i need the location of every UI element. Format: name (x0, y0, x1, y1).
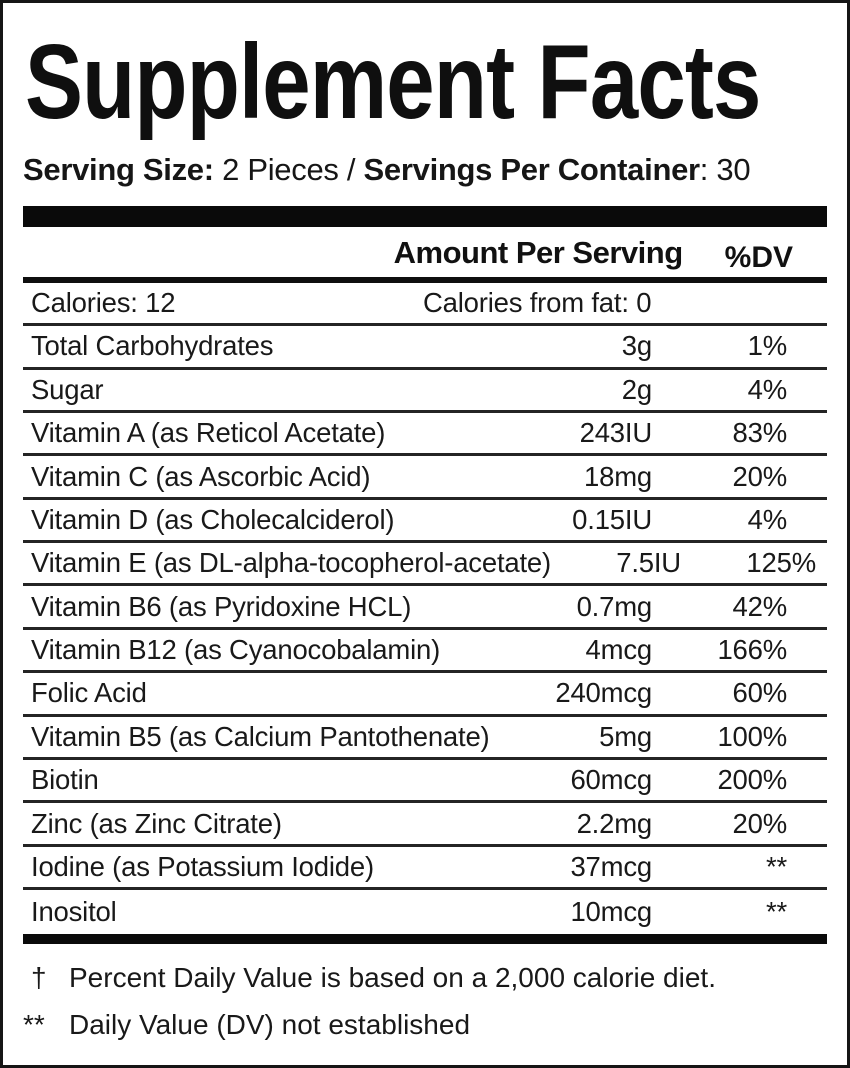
nutrient-name: Iodine (as Potassium Iodide) (31, 851, 374, 883)
table-row: Inositol 10mcg ** (23, 890, 827, 933)
nutrient-amount: 4mcg (585, 634, 653, 666)
table-row: Biotin 60mcg 200% (23, 760, 827, 804)
table-row: Vitamin A (as Reticol Acetate) 243IU 83% (23, 413, 827, 457)
nutrient-amount: 7.5IU (616, 547, 681, 579)
nutrient-amount: 0.7mg (576, 590, 653, 622)
nutrient-name: Vitamin E (as DL-alpha-tocopherol-acetat… (31, 547, 551, 579)
table-row: Vitamin C (as Ascorbic Acid) 18mg 20% (23, 456, 827, 500)
thick-divider-bar-bottom (23, 933, 827, 944)
calories-from-fat-value: Calories from fat: 0 (423, 286, 652, 318)
table-row: Iodine (as Potassium Iodide) 37mcg ** (23, 847, 827, 891)
table-row: Vitamin D (as Cholecalciderol) 0.15IU 4% (23, 500, 827, 544)
table-row: Folic Acid 240mcg 60% (23, 673, 827, 717)
table-row: Vitamin E (as DL-alpha-tocopherol-acetat… (23, 543, 827, 587)
nutrient-dv: ** (765, 895, 787, 927)
footnote-daily-value: † Percent Daily Value is based on a 2,00… (23, 960, 827, 995)
nutrient-name: Vitamin D (as Cholecalciderol) (31, 503, 395, 535)
medium-divider-bar (23, 276, 827, 283)
double-asterisk-symbol: ** (23, 1008, 45, 1040)
table-header-row: Amount Per Serving %DV (23, 227, 827, 277)
nutrient-amount: 240mcg (555, 677, 652, 709)
table-row: Total Carbohydrates 3g 1% (23, 326, 827, 370)
nutrient-amount: 5mg (599, 720, 652, 752)
nutrient-name: Vitamin B6 (as Pyridoxine HCL) (31, 590, 412, 622)
nutrient-amount: 18mg (584, 460, 652, 492)
nutrient-name: Vitamin B12 (as Cyanocobalamin) (31, 634, 441, 666)
table-row: Vitamin B12 (as Cyanocobalamin) 4mcg 166… (23, 630, 827, 674)
thick-divider-bar-top (23, 205, 827, 227)
nutrient-name: Sugar (31, 373, 104, 405)
nutrient-name: Inositol (31, 895, 117, 927)
nutrient-amount: 3g (621, 330, 652, 362)
nutrient-dv: 4% (747, 373, 788, 405)
table-row: Sugar 2g 4% (23, 370, 827, 413)
nutrient-dv: 1% (747, 330, 788, 362)
nutrient-name: Biotin (31, 764, 99, 796)
nutrient-dv: 200% (717, 764, 787, 796)
amount-per-serving-header: Amount Per Serving (393, 234, 684, 270)
serving-size-value: 2 Pieces / (213, 152, 364, 187)
nutrient-dv: 20% (732, 807, 788, 839)
nutrient-amount: 0.15IU (572, 503, 652, 535)
table-row: Zinc (as Zinc Citrate) 2.2mg 20% (23, 803, 827, 847)
nutrient-dv: 20% (732, 460, 788, 492)
calories-row: Calories: 12 Calories from fat: 0 (23, 283, 827, 327)
nutrient-amount: 60mcg (570, 764, 652, 796)
nutrient-name: Vitamin B5 (as Calcium Pantothenate) (31, 720, 490, 752)
footnote-dv-not-established-text: Daily Value (DV) not established (69, 1008, 471, 1040)
nutrient-amount: 10mcg (570, 895, 652, 927)
nutrient-dv: 125% (746, 547, 816, 579)
nutrient-name: Zinc (as Zinc Citrate) (31, 807, 282, 839)
dagger-symbol: † (31, 961, 47, 993)
servings-per-container-value: : 30 (699, 152, 751, 187)
footnote-daily-value-text: Percent Daily Value is based on a 2,000 … (69, 961, 716, 993)
nutrient-amount: 2g (621, 373, 652, 405)
nutrient-dv: 166% (717, 634, 787, 666)
page-title: Supplement Facts (25, 29, 827, 135)
nutrient-name: Folic Acid (31, 677, 147, 709)
nutrient-dv: 100% (717, 720, 787, 752)
nutrient-dv: 4% (747, 503, 788, 535)
serving-info-line: Serving Size: 2 Pieces / Servings Per Co… (23, 151, 827, 190)
nutrient-amount: 2.2mg (576, 807, 653, 839)
nutrient-dv: ** (765, 851, 787, 883)
nutrient-dv: 83% (732, 417, 788, 449)
table-row: Vitamin B6 (as Pyridoxine HCL) 0.7mg 42% (23, 586, 827, 630)
calories-value: Calories: 12 (31, 286, 176, 318)
nutrient-amount: 243IU (579, 417, 653, 449)
percent-dv-header: %DV (724, 240, 793, 274)
footnote-dv-not-established: ** Daily Value (DV) not established (23, 1007, 827, 1042)
page-title-text: Supplement Facts (25, 23, 761, 141)
servings-per-container-label: Servings Per Container (363, 152, 701, 187)
nutrient-table: Calories: 12 Calories from fat: 0 Total … (23, 283, 827, 934)
nutrient-name: Vitamin A (as Reticol Acetate) (31, 417, 386, 449)
table-row: Vitamin B5 (as Calcium Pantothenate) 5mg… (23, 717, 827, 761)
nutrient-dv: 60% (732, 677, 788, 709)
nutrient-dv: 42% (732, 590, 788, 622)
nutrient-name: Total Carbohydrates (31, 330, 274, 362)
footnotes: † Percent Daily Value is based on a 2,00… (23, 960, 827, 1042)
serving-size-label: Serving Size: (23, 152, 214, 187)
nutrient-amount: 37mcg (570, 851, 652, 883)
nutrient-name: Vitamin C (as Ascorbic Acid) (31, 460, 371, 492)
